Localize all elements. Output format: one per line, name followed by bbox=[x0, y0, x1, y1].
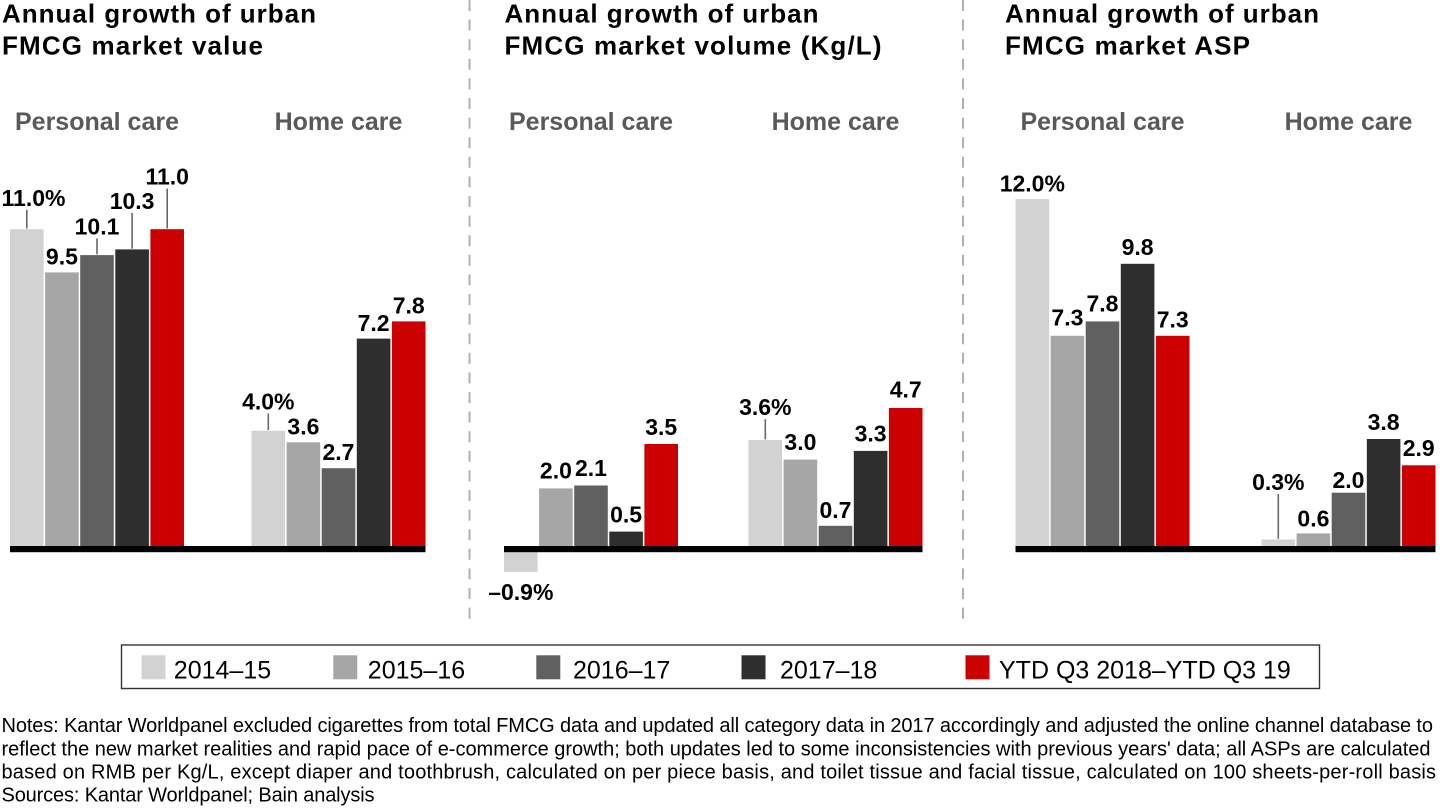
svg-text:Personal care: Personal care bbox=[15, 108, 179, 136]
svg-text:3.8: 3.8 bbox=[1368, 409, 1400, 435]
svg-text:2.7: 2.7 bbox=[323, 439, 355, 465]
svg-text:based on RMB per Kg/L, except: based on RMB per Kg/L, except diaper and… bbox=[2, 761, 1437, 783]
svg-text:2014–15: 2014–15 bbox=[174, 656, 271, 684]
svg-text:0.3%: 0.3% bbox=[1252, 469, 1304, 495]
svg-text:FMCG market volume (Kg/L): FMCG market volume (Kg/L) bbox=[505, 31, 882, 61]
svg-text:7.8: 7.8 bbox=[1087, 290, 1119, 316]
svg-text:7.3: 7.3 bbox=[1051, 304, 1083, 330]
svg-text:2.9: 2.9 bbox=[1403, 435, 1435, 461]
svg-text:Annual growth of urban: Annual growth of urban bbox=[2, 0, 316, 29]
svg-text:2.1: 2.1 bbox=[575, 455, 607, 481]
svg-text:Sources: Kantar Worldpanel; Ba: Sources: Kantar Worldpanel; Bain analysi… bbox=[2, 784, 375, 806]
svg-text:3.6: 3.6 bbox=[287, 413, 319, 439]
svg-text:–0.9%: –0.9% bbox=[488, 579, 553, 605]
svg-text:0.5: 0.5 bbox=[610, 502, 642, 528]
svg-text:3.6%: 3.6% bbox=[739, 394, 791, 420]
svg-text:Annual growth of urban: Annual growth of urban bbox=[505, 0, 819, 29]
svg-text:Home care: Home care bbox=[275, 108, 403, 136]
svg-text:2.0: 2.0 bbox=[540, 458, 572, 484]
svg-text:2017–18: 2017–18 bbox=[780, 656, 877, 684]
svg-text:Home care: Home care bbox=[1285, 108, 1413, 136]
svg-text:2015–16: 2015–16 bbox=[368, 656, 465, 684]
svg-text:10.1: 10.1 bbox=[75, 213, 120, 239]
svg-text:Personal care: Personal care bbox=[1021, 108, 1185, 136]
svg-text:12.0%: 12.0% bbox=[1000, 171, 1065, 197]
svg-text:3.0: 3.0 bbox=[784, 429, 816, 455]
svg-text:Notes: Kantar Worldpanel exclu: Notes: Kantar Worldpanel excluded cigare… bbox=[2, 715, 1434, 737]
svg-text:4.7: 4.7 bbox=[890, 377, 922, 403]
svg-text:Personal care: Personal care bbox=[509, 108, 673, 136]
svg-text:reflect the new market realiti: reflect the new market realities and rap… bbox=[2, 738, 1431, 760]
svg-text:10.3: 10.3 bbox=[110, 188, 155, 214]
svg-text:FMCG market value: FMCG market value bbox=[2, 31, 263, 61]
svg-text:3.3: 3.3 bbox=[855, 421, 887, 447]
svg-text:3.5: 3.5 bbox=[645, 414, 677, 440]
svg-text:7.2: 7.2 bbox=[358, 310, 390, 336]
svg-text:Home care: Home care bbox=[772, 108, 900, 136]
svg-text:FMCG market ASP: FMCG market ASP bbox=[1005, 31, 1250, 61]
svg-text:0.6: 0.6 bbox=[1297, 505, 1329, 531]
svg-text:0.7: 0.7 bbox=[820, 497, 852, 523]
svg-text:9.8: 9.8 bbox=[1122, 234, 1154, 260]
svg-text:11.0: 11.0 bbox=[145, 164, 189, 190]
svg-text:7.3: 7.3 bbox=[1157, 307, 1189, 333]
svg-text:9.5: 9.5 bbox=[46, 243, 78, 269]
svg-text:2016–17: 2016–17 bbox=[573, 656, 670, 684]
svg-text:11.0%: 11.0% bbox=[2, 185, 66, 211]
svg-text:Annual growth of urban: Annual growth of urban bbox=[1005, 0, 1319, 29]
svg-text:4.0%: 4.0% bbox=[242, 389, 294, 415]
svg-text:YTD Q3 2018–YTD Q3 19: YTD Q3 2018–YTD Q3 19 bbox=[999, 656, 1291, 684]
svg-text:7.8: 7.8 bbox=[393, 293, 425, 319]
svg-text:2.0: 2.0 bbox=[1333, 467, 1365, 493]
